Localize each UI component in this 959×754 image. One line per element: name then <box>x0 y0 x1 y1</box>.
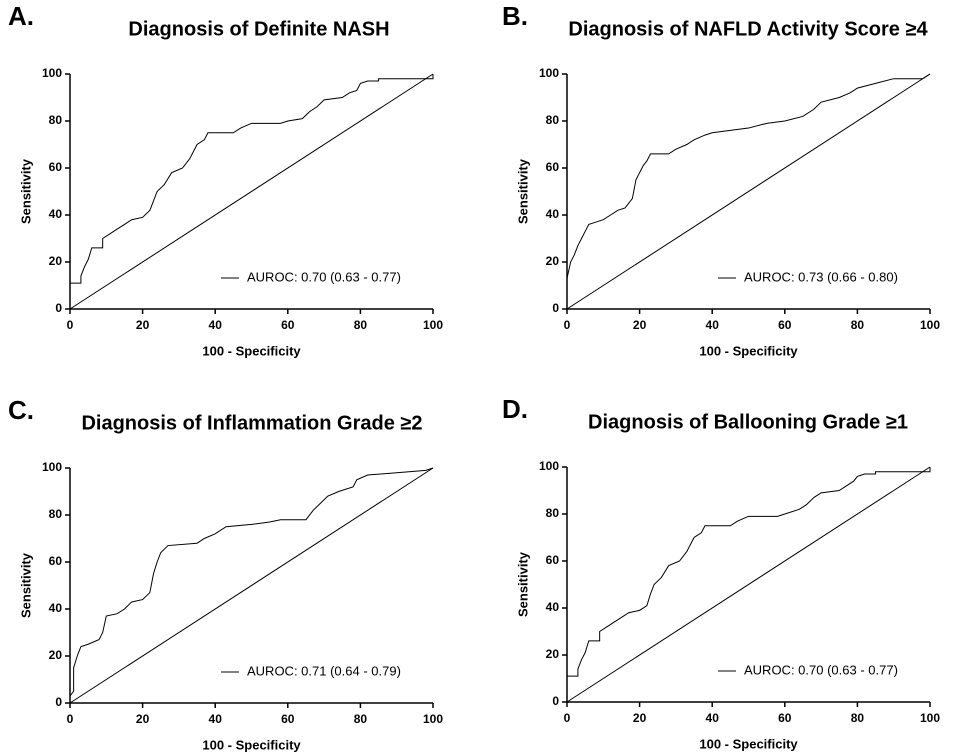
series-line <box>566 467 931 702</box>
chart-title: Diagnosis of Ballooning Grade ≥1 <box>588 411 908 433</box>
y-tick-label: 0 <box>552 301 559 315</box>
chart-title: Diagnosis of NAFLD Activity Score ≥4 <box>568 18 928 40</box>
x-tick-label: 100 <box>423 712 443 726</box>
y-tick-label: 0 <box>55 695 62 709</box>
panel-label: B. <box>502 1 528 31</box>
y-axis-title: Sensitivity <box>515 158 530 224</box>
x-tick-label: 100 <box>920 318 940 332</box>
x-tick-label: 40 <box>706 318 720 332</box>
x-tick-label: 60 <box>281 318 295 332</box>
y-tick-label: 60 <box>546 553 560 567</box>
y-tick-label: 40 <box>546 207 560 221</box>
y-tick-label: 80 <box>49 507 63 521</box>
y-tick-label: 20 <box>49 254 63 268</box>
x-tick-label: 100 <box>920 711 940 725</box>
x-tick-label: 100 <box>423 318 443 332</box>
series-line <box>69 74 434 309</box>
y-axis-title: Sensitivity <box>18 552 33 618</box>
y-tick-label: 80 <box>49 113 63 127</box>
series-line <box>566 73 931 310</box>
chart-title: Diagnosis of Definite NASH <box>128 18 389 40</box>
series-line <box>566 466 931 703</box>
legend-label: AUROC: 0.70 (0.63 - 0.77) <box>744 662 898 677</box>
y-tick-label: 0 <box>552 694 559 708</box>
x-tick-label: 60 <box>778 711 792 725</box>
series-line <box>69 467 434 703</box>
x-tick-label: 60 <box>281 712 295 726</box>
legend-label: AUROC: 0.73 (0.66 - 0.80) <box>744 269 898 284</box>
y-tick-label: 0 <box>55 301 62 315</box>
x-tick-label: 40 <box>209 318 223 332</box>
y-tick-label: 60 <box>49 160 63 174</box>
y-tick-label: 40 <box>546 600 560 614</box>
y-tick-label: 20 <box>546 647 560 661</box>
y-tick-label: 40 <box>49 601 63 615</box>
x-tick-label: 60 <box>778 318 792 332</box>
y-tick-label: 100 <box>42 460 62 474</box>
x-tick-label: 0 <box>67 712 74 726</box>
y-tick-label: 100 <box>539 66 559 80</box>
y-axis-title: Sensitivity <box>18 158 33 224</box>
panel-label: A. <box>8 1 34 31</box>
x-tick-label: 40 <box>706 711 720 725</box>
y-tick-label: 40 <box>49 207 63 221</box>
panel-label: D. <box>502 394 528 424</box>
series-line <box>69 467 434 704</box>
x-tick-label: 20 <box>136 712 150 726</box>
x-tick-label: 80 <box>851 318 865 332</box>
series-line <box>566 73 931 309</box>
x-tick-label: 20 <box>633 318 647 332</box>
panel-label: C. <box>8 395 34 425</box>
y-tick-label: 20 <box>49 648 63 662</box>
series-line <box>69 73 434 310</box>
y-tick-label: 100 <box>42 66 62 80</box>
y-tick-label: 20 <box>546 254 560 268</box>
x-tick-label: 80 <box>354 712 368 726</box>
y-axis-title: Sensitivity <box>515 551 530 617</box>
x-tick-label: 40 <box>209 712 223 726</box>
x-tick-label: 20 <box>136 318 150 332</box>
x-axis-title: 100 - Specificity <box>202 737 301 752</box>
y-tick-label: 80 <box>546 113 560 127</box>
x-axis-title: 100 - Specificity <box>699 343 798 358</box>
x-tick-label: 0 <box>564 711 571 725</box>
y-tick-label: 60 <box>49 554 63 568</box>
x-tick-label: 0 <box>564 318 571 332</box>
x-tick-label: 20 <box>633 711 647 725</box>
chart-title: Diagnosis of Inflammation Grade ≥2 <box>81 412 422 434</box>
x-tick-label: 80 <box>354 318 368 332</box>
x-axis-title: 100 - Specificity <box>202 343 301 358</box>
legend-label: AUROC: 0.71 (0.64 - 0.79) <box>247 663 401 678</box>
y-tick-label: 60 <box>546 160 560 174</box>
legend-label: AUROC: 0.70 (0.63 - 0.77) <box>247 269 401 284</box>
x-tick-label: 0 <box>67 318 74 332</box>
y-tick-label: 100 <box>539 459 559 473</box>
x-axis-title: 100 - Specificity <box>699 736 798 751</box>
y-tick-label: 80 <box>546 506 560 520</box>
x-tick-label: 80 <box>851 711 865 725</box>
